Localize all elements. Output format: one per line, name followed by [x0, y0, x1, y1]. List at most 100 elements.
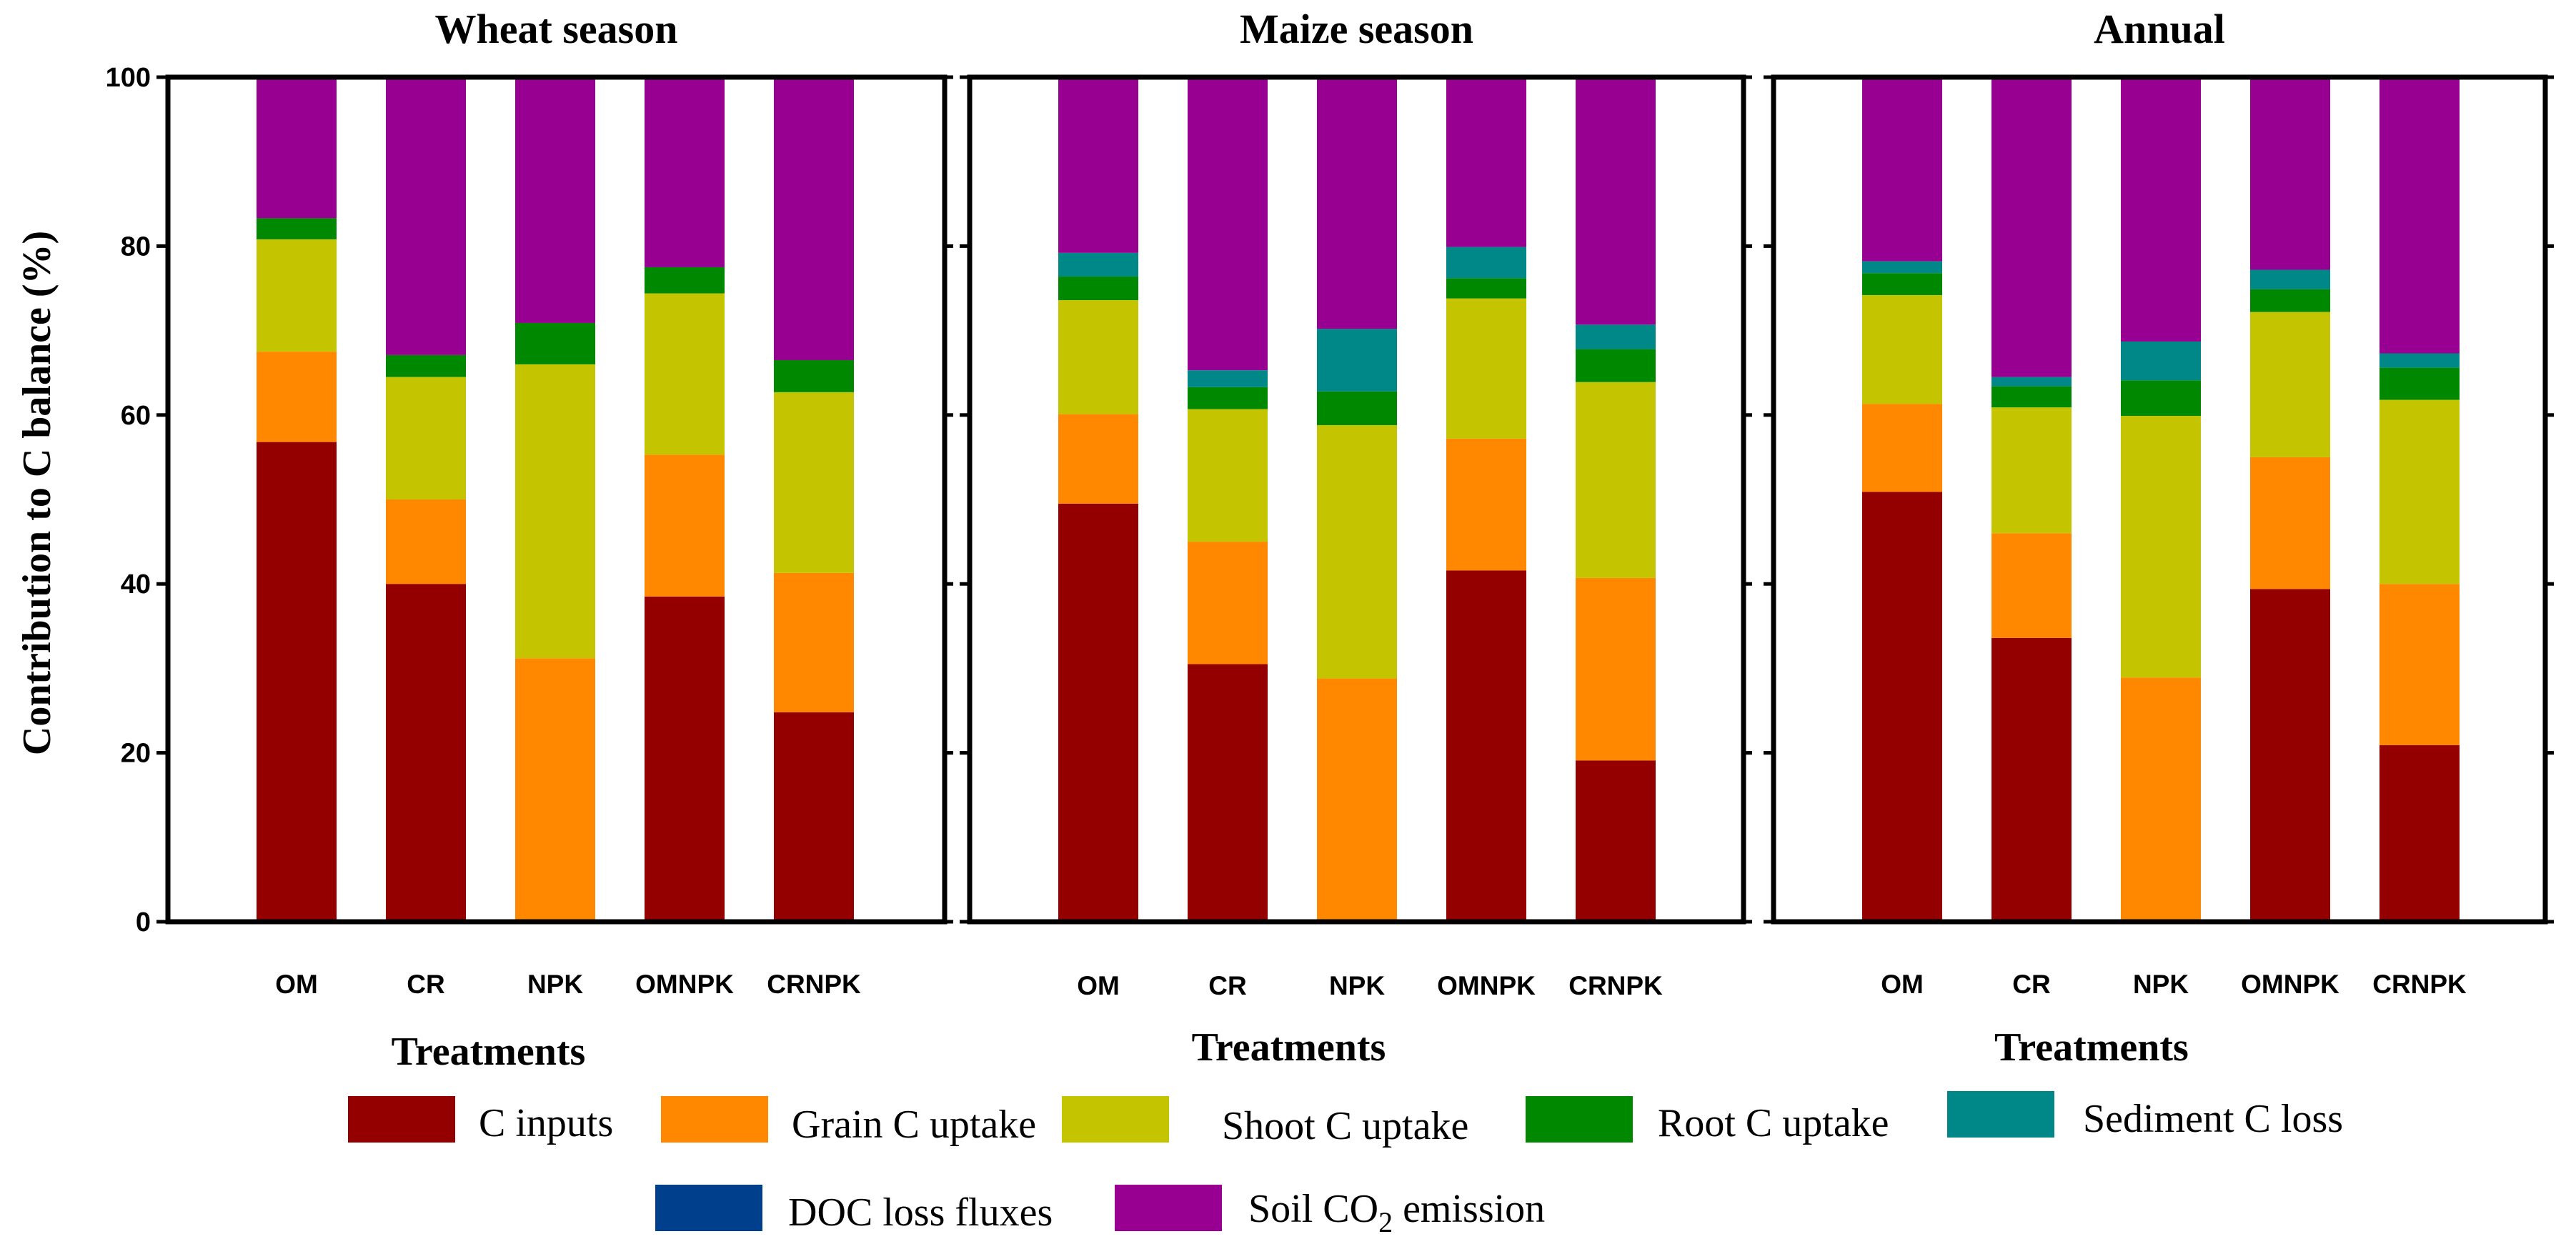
bar-segment-omnpk-sediment-c-loss [1446, 247, 1526, 279]
legend-item-sediment-c-loss: Sediment C loss [1947, 1091, 2343, 1141]
bar-segment-cr-grain-c-uptake [386, 499, 466, 584]
y-tick-label: 20 [121, 739, 151, 769]
bar-segment-omnpk-shoot-c-uptake [2250, 312, 2330, 457]
bar-segment-npk-grain-c-uptake [515, 658, 595, 922]
bar-segment-om-c-inputs [1058, 503, 1138, 922]
plot-frame [967, 74, 1746, 925]
bar-segment-omnpk-c-inputs [645, 596, 725, 922]
bar-segment-cr-sediment-c-loss [1188, 370, 1268, 387]
legend-label: DOC loss fluxes [788, 1190, 1053, 1235]
x-tick-label: OM [1881, 970, 1924, 999]
x-tick-label: NPK [2133, 970, 2189, 999]
bar-segment-npk-soil-co [515, 77, 595, 323]
bar-segment-om-grain-c-uptake [1862, 404, 1942, 492]
legend-swatch [1526, 1096, 1633, 1143]
bar-segment-crnpk-shoot-c-uptake [1576, 382, 1656, 578]
legend-item-root-c-uptake: Root C uptake [1526, 1096, 1889, 1145]
bar-segment-cr-shoot-c-uptake [1188, 409, 1268, 542]
bar-segment-npk-grain-c-uptake [2121, 677, 2201, 922]
bar-segment-cr-soil-co [1991, 77, 2072, 377]
bar-segment-cr-shoot-c-uptake [1991, 407, 2072, 534]
bar-segment-crnpk-root-c-uptake [1576, 349, 1656, 382]
x-tick-label: CRNPK [1568, 971, 1663, 1000]
legend-swatch [1947, 1091, 2054, 1138]
bar-segment-cr-sediment-c-loss [1991, 377, 2072, 387]
bar-segment-om-grain-c-uptake [1058, 414, 1138, 504]
bar-segment-omnpk-shoot-c-uptake [1446, 298, 1526, 439]
bar-segment-cr-soil-co [1188, 77, 1268, 371]
legend-item-soil-co-emission: Soil CO2 emission [1115, 1185, 1545, 1238]
bar-segment-cr-grain-c-uptake [1188, 542, 1268, 665]
y-tick-label: 100 [106, 63, 151, 93]
bar-segment-om-soil-co [1058, 77, 1138, 253]
bar-segment-npk-grain-c-uptake [1317, 678, 1397, 922]
legend-swatch [661, 1096, 768, 1143]
bar-segment-crnpk-grain-c-uptake [2379, 584, 2460, 745]
bar-segment-npk-sediment-c-loss [1317, 329, 1397, 392]
x-tick-label: OMNPK [635, 970, 734, 999]
bar-segment-om-soil-co [257, 77, 337, 219]
x-tick-label: CRNPK [767, 970, 861, 999]
legend-label: Shoot C uptake [1222, 1104, 1468, 1148]
bar-segment-om-shoot-c-uptake [257, 239, 337, 352]
legend-label: C inputs [479, 1101, 613, 1145]
bar-segment-npk-shoot-c-uptake [1317, 424, 1397, 679]
x-tick-label: NPK [1329, 971, 1385, 1000]
bar-segment-crnpk-sediment-c-loss [2379, 353, 2460, 368]
x-tick-label: OM [1077, 971, 1120, 1000]
y-tick-label: 60 [121, 401, 151, 431]
legend-swatch [655, 1185, 762, 1231]
bar-segment-crnpk-root-c-uptake [774, 359, 854, 392]
legend-item-doc-loss-fluxes: DOC loss fluxes [655, 1185, 1053, 1235]
bar-segment-omnpk-root-c-uptake [645, 267, 725, 294]
bar-segment-npk-root-c-uptake [515, 322, 595, 364]
y-tick-label: 80 [121, 232, 151, 262]
bar-segment-omnpk-grain-c-uptake [645, 454, 725, 597]
bar-segment-cr-root-c-uptake [1188, 387, 1268, 409]
plot-frame [1771, 74, 2548, 925]
y-tick-label: 0 [136, 907, 151, 937]
x-tick-label: CR [407, 970, 444, 999]
legend-label: Sediment C loss [2083, 1097, 2343, 1141]
x-tick-label: NPK [527, 970, 583, 999]
bar-segment-cr-grain-c-uptake [1991, 533, 2072, 638]
bar-segment-om-shoot-c-uptake [1058, 300, 1138, 414]
plot-frame [165, 74, 948, 925]
bar-segment-npk-soil-co [1317, 77, 1397, 329]
bar-segment-omnpk-grain-c-uptake [1446, 438, 1526, 571]
bar-segment-crnpk-shoot-c-uptake [2379, 399, 2460, 584]
bar-segment-om-c-inputs [1862, 492, 1942, 922]
bar-segment-omnpk-root-c-uptake [2250, 289, 2330, 312]
legend-label: Soil CO2 emission [1248, 1187, 1545, 1238]
bar-segment-omnpk-grain-c-uptake [2250, 457, 2330, 589]
bar-segment-npk-root-c-uptake [1317, 391, 1397, 425]
bar-segment-cr-c-inputs [1991, 637, 2072, 922]
legend-swatch [1115, 1185, 1222, 1231]
legend: C inputs Grain C uptake Shoot C uptake Root… [348, 1091, 2343, 1238]
bar-segment-crnpk-sediment-c-loss [1576, 324, 1656, 349]
x-axis-label: Treatments [392, 1030, 586, 1074]
x-axis-label: Treatments [1994, 1025, 2189, 1070]
bar-segment-npk-sediment-c-loss [2121, 341, 2201, 381]
bar-segment-npk-shoot-c-uptake [2121, 415, 2201, 678]
bar-segment-crnpk-root-c-uptake [2379, 367, 2460, 400]
x-tick-label: OMNPK [1437, 971, 1536, 1000]
bar-segment-omnpk-soil-co [645, 77, 725, 267]
bar-segment-crnpk-shoot-c-uptake [774, 392, 854, 573]
bar-segment-crnpk-c-inputs [1576, 760, 1656, 922]
legend-item-grain-c-uptake: Grain C uptake [661, 1096, 1036, 1147]
bar-segment-omnpk-sediment-c-loss [2250, 269, 2330, 289]
bar-segment-om-root-c-uptake [257, 218, 337, 239]
bar-segment-cr-root-c-uptake [1991, 386, 2072, 408]
bar-segment-crnpk-soil-co [2379, 77, 2460, 354]
bar-segment-om-soil-co [1862, 77, 1942, 262]
bar-segment-omnpk-shoot-c-uptake [645, 293, 725, 455]
bar-segment-om-root-c-uptake [1862, 273, 1942, 295]
bar-segment-npk-shoot-c-uptake [515, 364, 595, 659]
legend-label: Grain C uptake [792, 1103, 1036, 1147]
bar-segment-om-shoot-c-uptake [1862, 294, 1942, 404]
bar-segment-crnpk-grain-c-uptake [1576, 577, 1656, 761]
